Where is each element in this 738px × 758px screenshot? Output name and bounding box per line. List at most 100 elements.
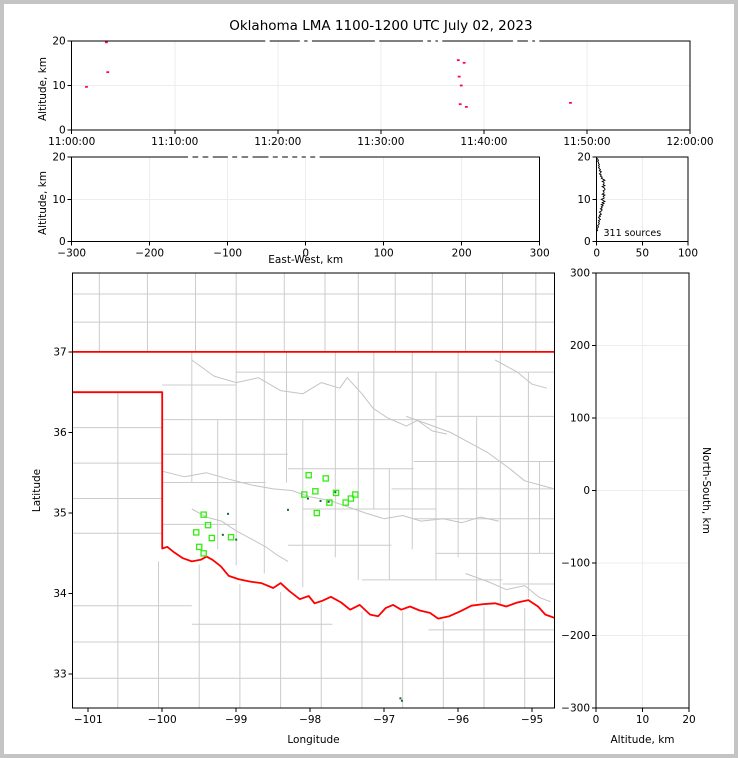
lightning-square-marker [192, 529, 200, 536]
source-point [459, 84, 463, 87]
histogram-trace [596, 158, 606, 232]
render-root: 11:00:00 11:10:00 11:20:00 11:30:00 11:40:00… [48, 36, 713, 727]
altitude-histogram-panel: 0 50 100 0 10 20 [577, 152, 698, 260]
lightning-square-marker [305, 471, 312, 479]
frame-gap-dash [305, 155, 311, 159]
x-tick-label: −100 [148, 714, 177, 726]
source-point [569, 101, 572, 104]
frame-gap-dash [431, 39, 436, 43]
x-tick-label: −200 [135, 248, 164, 260]
river-line [465, 573, 551, 603]
x-tick-label: 0 [302, 248, 309, 260]
frame-gap-dash [315, 155, 320, 159]
river-line [162, 470, 499, 524]
y-tick-label: 0 [583, 485, 590, 497]
frame-gap-dash [307, 39, 312, 43]
y-tick-label: 200 [570, 340, 590, 352]
lightning-dot-marker [227, 512, 230, 515]
y-tick-label: −300 [561, 703, 590, 715]
lightning-square-marker [227, 533, 235, 541]
ns-height-panel: 0 10 20 −300 −200 −100 0 100 200 300 [561, 268, 696, 727]
ew-height-ylabel: Altitude, km [37, 171, 49, 235]
x-tick-label: −101 [74, 714, 103, 726]
frame-gap-dash [527, 39, 533, 43]
y-tick-label: −200 [561, 630, 590, 642]
x-tick-label: 11:10:00 [151, 136, 198, 148]
frame-gap-dash [268, 155, 273, 159]
x-tick-label: −100 [213, 248, 242, 260]
source-point [85, 85, 88, 88]
ew-height-panel: −300 −200 −100 0 100 200 300 0 10 20 [52, 152, 549, 260]
x-tick-label: 10 [636, 714, 649, 726]
time-height-ylabel: Altitude, km [37, 57, 49, 121]
ns-height-xlabel: Altitude, km [610, 734, 674, 746]
ew-height-xlabel: East-West, km [268, 254, 343, 266]
y-tick-label: 36 [53, 427, 67, 439]
y-tick-label: 300 [570, 268, 590, 280]
source-point [462, 61, 466, 64]
lightning-dot-marker [327, 500, 330, 503]
map-ylabel: Latitude [31, 469, 43, 512]
lightning-square-marker [332, 489, 340, 497]
frame-gap-dash [237, 155, 242, 159]
lightning-dot-marker [399, 697, 402, 700]
x-tick-label: 11:50:00 [563, 136, 610, 148]
y-tick-label: 34 [53, 588, 67, 600]
frame-gap-dash [297, 155, 302, 159]
x-tick-label: −300 [57, 248, 86, 260]
source-point [457, 75, 461, 78]
x-tick-label: 11:20:00 [254, 136, 301, 148]
lightning-dot-marker [221, 533, 224, 536]
y-tick-label: 20 [577, 152, 590, 164]
y-tick-label: 0 [584, 236, 591, 248]
map-clip-group [72, 273, 555, 708]
y-tick-label: 0 [59, 236, 66, 248]
x-tick-label: −96 [447, 714, 469, 726]
frame-gap-dash [265, 39, 270, 43]
lightning-square-marker [342, 499, 349, 506]
lightning-dot-marker [319, 499, 322, 502]
river-line [191, 508, 289, 562]
frame-gap-dash [248, 155, 253, 159]
state-border [72, 391, 555, 620]
y-tick-label: 37 [53, 346, 66, 358]
frame-gap-dash [374, 39, 380, 43]
lightning-square-marker [200, 550, 207, 557]
lightning-square-marker [312, 488, 319, 495]
river-line [406, 415, 555, 490]
frame-gap-dash [422, 39, 428, 43]
frame-gap-dash [277, 155, 283, 159]
lightning-square-marker [200, 511, 207, 518]
frame-gap-dash [437, 39, 443, 43]
histogram-sources-annotation: 311 sources [604, 228, 662, 239]
ns-height-ylabel: North-South, km [700, 447, 712, 534]
plan-map-panel: −101 −100 −99 −98 −97 −96 −95 33 34 35 36 37 [53, 272, 555, 726]
river-line [494, 359, 548, 389]
frame-gap-dash [512, 39, 518, 43]
x-tick-label: 12:00:00 [666, 136, 713, 148]
lightning-dot-marker [286, 508, 289, 511]
map-xlabel: Longitude [287, 734, 339, 746]
source-point [458, 103, 462, 106]
lightning-square-marker [352, 491, 359, 498]
y-tick-label: 20 [52, 152, 65, 164]
x-tick-label: 11:40:00 [460, 136, 507, 148]
x-tick-label: 0 [593, 248, 600, 260]
lightning-square-marker [347, 495, 355, 502]
lightning-dot-marker [400, 699, 403, 702]
lightning-dot-marker [235, 538, 238, 541]
x-tick-label: 100 [678, 248, 698, 260]
frame-gap-dash [208, 155, 213, 159]
y-tick-label: 33 [53, 669, 66, 681]
lightning-square-marker [204, 521, 212, 529]
frame-gap-dash [188, 155, 193, 159]
x-tick-label: 11:30:00 [357, 136, 404, 148]
y-tick-label: 20 [52, 36, 65, 48]
x-tick-label: 200 [452, 248, 472, 260]
frame-gap-dash [299, 39, 305, 43]
lightning-square-marker [301, 491, 308, 498]
river-line [191, 359, 448, 435]
source-point [104, 41, 108, 44]
frame-gap-dash [534, 39, 540, 43]
